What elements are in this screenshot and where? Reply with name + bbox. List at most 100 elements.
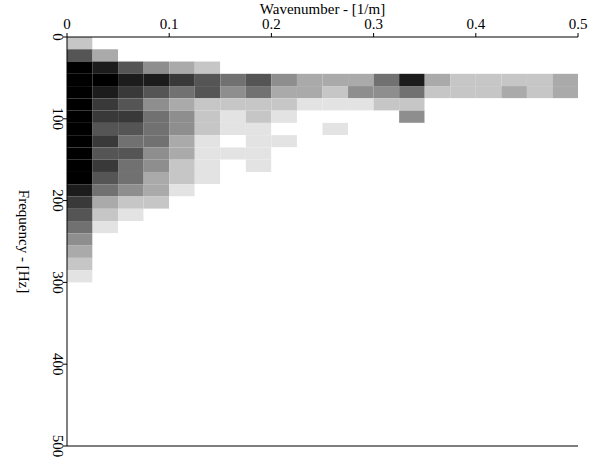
cell xyxy=(297,49,323,61)
cell xyxy=(527,197,553,209)
cell xyxy=(399,246,425,258)
cell xyxy=(246,37,272,49)
cell xyxy=(476,135,502,147)
y-tick-label: 0 xyxy=(50,33,66,41)
cell xyxy=(195,98,221,110)
cell xyxy=(399,37,425,49)
cell xyxy=(527,74,553,86)
cell xyxy=(476,147,502,159)
cell xyxy=(399,184,425,196)
cell xyxy=(527,209,553,221)
cell xyxy=(348,197,374,209)
cell xyxy=(552,233,578,245)
cell xyxy=(246,270,272,282)
cell xyxy=(501,172,527,184)
cell xyxy=(501,86,527,98)
cell xyxy=(67,62,93,74)
cell xyxy=(220,209,246,221)
cell xyxy=(195,37,221,49)
cell xyxy=(93,62,119,74)
cell xyxy=(220,135,246,147)
cell xyxy=(195,209,221,221)
cell xyxy=(297,172,323,184)
cell xyxy=(195,111,221,123)
cell xyxy=(297,184,323,196)
cell xyxy=(169,62,195,74)
cell xyxy=(67,184,93,196)
cell xyxy=(425,184,451,196)
cell xyxy=(323,147,349,159)
cell xyxy=(297,160,323,172)
cell xyxy=(527,98,553,110)
cell xyxy=(552,135,578,147)
cell xyxy=(144,74,170,86)
cell xyxy=(450,49,476,61)
cell xyxy=(118,209,144,221)
cell xyxy=(271,147,297,159)
cell xyxy=(246,111,272,123)
cell xyxy=(501,270,527,282)
cell xyxy=(220,62,246,74)
x-tick xyxy=(373,33,374,37)
cell xyxy=(67,160,93,172)
cell xyxy=(552,160,578,172)
cell xyxy=(450,258,476,270)
cell xyxy=(425,49,451,61)
cell xyxy=(450,233,476,245)
cell xyxy=(67,233,93,245)
cell xyxy=(93,160,119,172)
cell xyxy=(501,62,527,74)
cell xyxy=(169,258,195,270)
cell xyxy=(374,197,400,209)
cell xyxy=(348,123,374,135)
cell xyxy=(271,233,297,245)
cell xyxy=(476,62,502,74)
left-axis xyxy=(67,37,68,446)
cell xyxy=(501,233,527,245)
cell xyxy=(67,209,93,221)
cell xyxy=(527,184,553,196)
cell xyxy=(501,135,527,147)
cell xyxy=(552,86,578,98)
cell xyxy=(169,270,195,282)
cell xyxy=(323,184,349,196)
cell xyxy=(297,233,323,245)
cell xyxy=(476,221,502,233)
cell xyxy=(67,197,93,209)
cell xyxy=(195,172,221,184)
cell xyxy=(271,86,297,98)
cell xyxy=(476,74,502,86)
cell xyxy=(323,98,349,110)
cell xyxy=(450,172,476,184)
cell xyxy=(399,123,425,135)
cell xyxy=(348,147,374,159)
cell xyxy=(246,98,272,110)
cell xyxy=(476,270,502,282)
cell xyxy=(169,184,195,196)
cell xyxy=(527,37,553,49)
cell xyxy=(67,258,93,270)
cell xyxy=(246,246,272,258)
cell xyxy=(323,197,349,209)
cell xyxy=(348,258,374,270)
cell xyxy=(552,184,578,196)
cell xyxy=(271,111,297,123)
cell xyxy=(93,74,119,86)
cell xyxy=(348,209,374,221)
cell xyxy=(220,221,246,233)
cell xyxy=(169,49,195,61)
cell xyxy=(374,62,400,74)
cell xyxy=(323,74,349,86)
cell xyxy=(169,160,195,172)
cell xyxy=(118,135,144,147)
cell xyxy=(93,147,119,159)
cell xyxy=(220,147,246,159)
cell xyxy=(220,197,246,209)
cell xyxy=(527,172,553,184)
cell xyxy=(425,197,451,209)
cell xyxy=(195,74,221,86)
cell xyxy=(501,258,527,270)
cell xyxy=(144,160,170,172)
cell xyxy=(169,37,195,49)
cell xyxy=(169,246,195,258)
